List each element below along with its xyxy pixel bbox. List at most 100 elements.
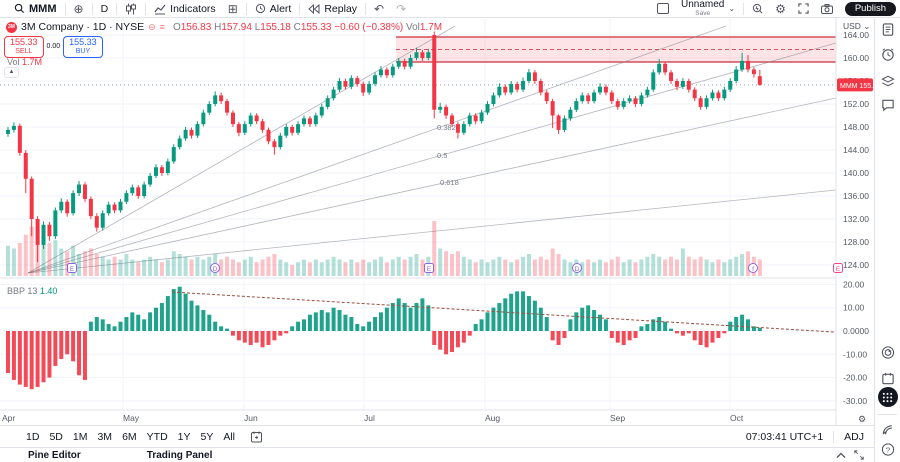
top-toolbar: MMM ⊕ D Indicators ⊞ Alert [0,0,900,18]
range-ytd[interactable]: YTD [146,430,168,443]
range-5d[interactable]: 5D [49,430,63,443]
legend-title[interactable]: 3M Company · 1D · NYSE [21,21,145,33]
range-1y[interactable]: 1Y [177,430,191,443]
settings-gear-icon: ⚙ [775,1,786,16]
range-5y[interactable]: 5Y [200,430,214,443]
alert-button[interactable]: Alert [249,0,298,17]
fullscreen-button[interactable] [792,0,815,17]
symbol-search-button[interactable]: MMM [8,0,63,17]
svg-text:144.00: 144.00 [843,145,869,155]
date-ranges: 1D 5D 1M 3M 6M YTD 1Y 5Y All [26,431,264,443]
svg-text:0.618: 0.618 [440,178,459,187]
range-6m[interactable]: 6M [122,430,137,443]
svg-text:Apr: Apr [2,413,15,423]
bbp-trendline[interactable] [171,291,851,334]
snapshot-button[interactable] [815,0,839,17]
panel-expand-chevron-icon[interactable] [836,452,846,459]
interval-button[interactable]: D [95,0,115,17]
svg-text:20.00: 20.00 [843,279,865,289]
svg-text:Oct: Oct [730,413,744,423]
alerts-button[interactable] [880,47,895,67]
bbp-legend[interactable]: BBP 13 1.40 [7,286,58,296]
scanner-target-icon [881,346,894,359]
ohlc-values: O156.83 H157.94 L155.18 C155.33 −0.60 (−… [172,21,443,33]
svg-text:152.00: 152.00 [843,99,869,109]
scanner-button[interactable] [880,345,895,365]
svg-text:Jun: Jun [244,413,258,423]
range-1m[interactable]: 1M [72,430,88,443]
last-price-label: MMM 155.33 [837,78,874,92]
maximize-panel-icon[interactable] [854,450,864,460]
grid-apps-button-bg [877,387,898,407]
grid-lines [0,18,836,410]
redo-button[interactable]: ↷ [390,0,412,17]
go-to-date-button[interactable] [251,431,264,443]
svg-text:148.00: 148.00 [843,122,869,132]
divider [64,2,66,15]
trend-fan-lines: 0.382 0.5 0.618 [27,25,837,274]
svg-text:140.00: 140.00 [843,168,869,178]
sell-button[interactable]: 155.33 SELL [4,36,44,58]
collapse-panel-button[interactable]: ▲ [4,67,19,78]
replay-button[interactable]: Replay [302,0,363,17]
calendar-button[interactable] [880,371,895,391]
resistance-zone [396,36,836,63]
layout-icon [657,3,669,14]
compare-add-icon: ⊕ [73,1,84,16]
svg-text:0.0000: 0.0000 [843,326,869,336]
svg-text:E: E [70,266,75,273]
currency-selector: USD ⌄ [843,21,870,31]
layout-select-button[interactable] [651,0,675,17]
quick-search-button[interactable] [746,0,769,17]
range-3m[interactable]: 3M [97,430,113,443]
chat-button[interactable] [880,97,895,117]
layout-name-button[interactable]: Unnamed Save ⌄ [675,0,741,17]
help-icon: ? [881,443,894,456]
svg-text:136.00: 136.00 [843,191,869,201]
undo-button[interactable]: ↶ [368,0,390,17]
range-1d[interactable]: 1D [26,430,40,443]
replay-label: Replay [324,2,358,15]
tab-trading-panel[interactable]: Trading Panel [146,449,213,461]
help-button[interactable]: ? [880,442,895,462]
sell-price: 155.33 [10,37,38,47]
indicators-button[interactable]: Indicators [148,0,222,17]
time-axis[interactable]: Apr May Jun Jul Aug Sep Oct ⚙ [2,413,866,424]
hide-symbol-icon[interactable]: ⊖ [148,21,156,32]
apps-grid-button[interactable] [877,387,898,407]
settings-button[interactable]: ⚙ [769,0,792,17]
compare-add-button[interactable]: ⊕ [68,0,90,17]
indicator-templates-button[interactable]: ⊞ [222,0,244,17]
broadcast-icon [882,425,892,435]
volume-legend: Vol 1.7M [7,57,43,67]
watchlist-button[interactable] [880,22,895,42]
svg-text:-20.00: -20.00 [843,373,867,383]
candle-style-button[interactable] [119,0,143,17]
svg-text:D: D [575,266,580,273]
tab-pine-editor[interactable]: Pine Editor [28,449,81,461]
chart-legend: 3M 3M Company · 1D · NYSE ⊖ ≡ O156.83 H1… [6,21,442,33]
interval-label: D [100,2,109,15]
svg-text:-10.00: -10.00 [843,349,867,359]
adjusted-data-toggle[interactable]: ADJ [844,430,864,443]
divider [245,2,247,15]
grid-apps-icon [882,392,893,402]
clock-label[interactable]: 07:03:41 UTC+1 [745,430,824,443]
buy-button[interactable]: 155.33 BUY [63,36,103,58]
legend-menu-icon[interactable]: ≡ [159,21,165,32]
bbp-histogram [6,286,762,390]
symbol-search-icon [14,3,25,14]
object-tree-button[interactable] [880,74,895,94]
range-all[interactable]: All [223,430,236,443]
publish-button[interactable]: Publish [844,1,896,16]
svg-text:May: May [123,413,140,423]
svg-text:Jul: Jul [364,413,375,423]
templates-grid-icon: ⊞ [227,1,238,16]
broadcast-button[interactable] [880,422,895,442]
divider [365,2,367,15]
svg-text:Aug: Aug [485,413,500,423]
fullscreen-icon [798,3,809,14]
quick-search-icon [752,3,763,14]
